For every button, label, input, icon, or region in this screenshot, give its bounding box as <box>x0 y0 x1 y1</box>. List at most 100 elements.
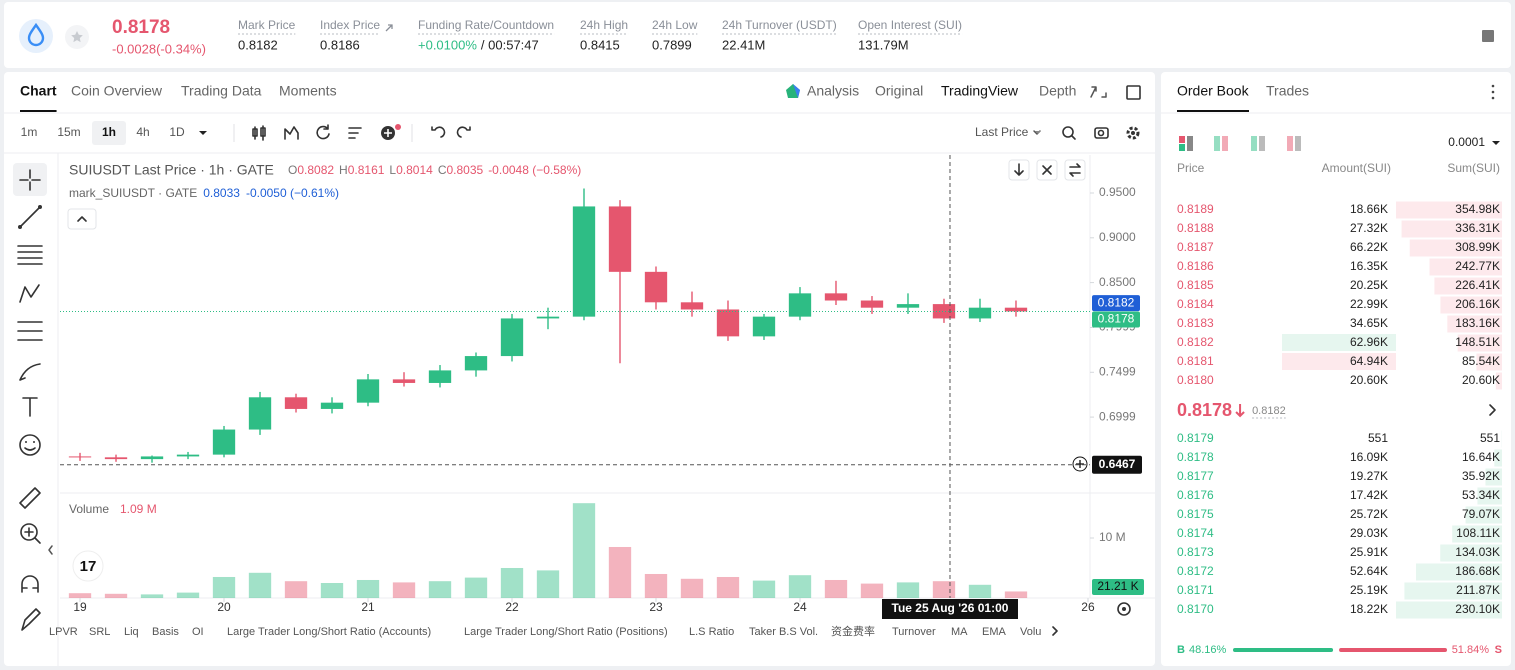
ob-price[interactable]: 0.8182 <box>1177 335 1214 349</box>
interval[interactable]: 4h <box>136 125 149 139</box>
ob-sum: 108.11K <box>1456 526 1500 540</box>
ob-sum: 336.31K <box>1455 221 1500 235</box>
ob-tab[interactable]: Order Book <box>1177 83 1250 99</box>
price-line-label: 0.8178 <box>1098 312 1135 326</box>
view-tab[interactable]: Analysis <box>807 83 859 99</box>
volume-bar <box>608 546 632 598</box>
ob-price[interactable]: 0.8175 <box>1177 507 1214 521</box>
stat-label: Funding Rate/Countdown <box>418 18 554 32</box>
ob-sum: 551 <box>1480 431 1500 445</box>
header-panel <box>4 2 1511 68</box>
ob-price[interactable]: 0.8178 <box>1177 450 1214 464</box>
ob-price[interactable]: 0.8173 <box>1177 545 1214 559</box>
ob-amount: 16.09K <box>1350 450 1388 464</box>
indicator[interactable]: Turnover <box>892 626 936 638</box>
ob-price[interactable]: 0.8184 <box>1177 297 1214 311</box>
last-price: 0.8178 <box>112 17 170 38</box>
ob-sum: 148.51K <box>1455 335 1500 349</box>
volume-bar <box>140 594 164 598</box>
ob-price[interactable]: 0.8172 <box>1177 564 1214 578</box>
indicator[interactable]: OI <box>192 626 204 638</box>
buy-label: B <box>1177 644 1185 656</box>
ob-price[interactable]: 0.8189 <box>1177 202 1214 216</box>
indicator[interactable]: LPVR <box>49 626 78 638</box>
candle-body <box>68 456 92 458</box>
view-tab[interactable]: Depth <box>1039 83 1076 99</box>
stat-extra: / 00:57:47 <box>481 37 539 52</box>
ob-sum: 20.60K <box>1462 373 1500 387</box>
row-highlight <box>1282 353 1396 370</box>
interval[interactable]: 1m <box>21 125 38 139</box>
interval[interactable]: 1D <box>169 125 185 139</box>
candle-body <box>104 457 128 460</box>
dropdown-caret <box>1035 131 1041 134</box>
indicator[interactable]: MA <box>951 626 968 638</box>
ohlc-key: C <box>438 163 447 177</box>
ob-price[interactable]: 0.8170 <box>1177 602 1214 616</box>
ob-price[interactable]: 0.8183 <box>1177 316 1214 330</box>
candle-body <box>752 316 776 337</box>
candle-body <box>392 379 416 383</box>
indicator[interactable]: Basis <box>152 626 179 638</box>
interval[interactable]: 15m <box>57 125 80 139</box>
chart-tab[interactable]: Coin Overview <box>71 83 163 99</box>
volume-bar <box>824 579 848 598</box>
ob-amount: 25.72K <box>1350 507 1388 521</box>
view-tab[interactable]: TradingView <box>941 83 1019 99</box>
chart-tab[interactable]: Moments <box>279 83 337 99</box>
ob-precision[interactable]: 0.0001 <box>1448 135 1485 149</box>
indicator[interactable]: Taker B.S Vol. <box>749 626 818 638</box>
ob-price[interactable]: 0.8186 <box>1177 259 1214 273</box>
candle-body <box>464 356 488 371</box>
candle-body <box>644 271 668 303</box>
ob-sum: 186.68K <box>1455 564 1500 578</box>
ob-price[interactable]: 0.8171 <box>1177 583 1214 597</box>
volume-tick-label: 10 M <box>1099 530 1126 544</box>
ob-tab[interactable]: Trades <box>1266 83 1309 99</box>
interval[interactable]: 1h <box>102 125 116 139</box>
price-source[interactable]: Last Price <box>975 125 1029 139</box>
ob-price[interactable]: 0.8179 <box>1177 431 1214 445</box>
indicator[interactable]: L.S Ratio <box>689 626 734 638</box>
volume-bar <box>212 576 236 598</box>
ob-price[interactable]: 0.8177 <box>1177 469 1214 483</box>
view-tab[interactable]: Original <box>875 83 923 99</box>
header-icon[interactable] <box>1482 30 1494 42</box>
orderbook-layout-icons[interactable] <box>1179 84 1500 416</box>
y-tick-label: 0.6999 <box>1099 409 1136 423</box>
indicator[interactable]: Liq <box>124 626 139 638</box>
drawing-tools <box>13 163 53 631</box>
indicator[interactable]: Large Trader Long/Short Ratio (Positions… <box>464 626 668 638</box>
stat-value: 0.8182 <box>238 37 278 52</box>
chart-tab[interactable]: Chart <box>20 83 57 99</box>
ob-price[interactable]: 0.8180 <box>1177 373 1214 387</box>
indicator[interactable]: Large Trader Long/Short Ratio (Accounts) <box>227 626 431 638</box>
depth-bar <box>1416 563 1502 581</box>
volume-bar <box>644 573 668 598</box>
indicator[interactable]: 资金费率 <box>831 624 875 638</box>
ob-amount: 34.65K <box>1350 316 1388 330</box>
ob-price[interactable]: 0.8185 <box>1177 278 1214 292</box>
ob-amount: 22.99K <box>1350 297 1388 311</box>
ob-amount: 20.60K <box>1350 373 1388 387</box>
indicator[interactable]: EMA <box>982 626 1007 638</box>
stat-value: 22.41M <box>722 37 765 52</box>
stat-value: 131.79M <box>858 37 909 52</box>
ob-price[interactable]: 0.8176 <box>1177 488 1214 502</box>
ob-price[interactable]: 0.8188 <box>1177 221 1214 235</box>
depth-bar <box>1404 582 1502 600</box>
ob-price[interactable]: 0.8174 <box>1177 526 1214 540</box>
chart-buttons[interactable]: 17 <box>67 159 1131 636</box>
chart-panel <box>4 72 1155 666</box>
indicator[interactable]: Volu <box>1020 626 1041 638</box>
crosshair-price-label: 0.6467 <box>1099 457 1136 471</box>
link-icon <box>385 24 393 32</box>
candle-body <box>140 456 164 460</box>
ob-last-price: 0.8178 <box>1177 400 1232 420</box>
ob-price[interactable]: 0.8187 <box>1177 240 1214 254</box>
candle-body <box>536 316 560 319</box>
chart-tab[interactable]: Trading Data <box>181 83 262 99</box>
indicator[interactable]: SRL <box>89 626 110 638</box>
depth-bar <box>1396 201 1502 219</box>
ob-price[interactable]: 0.8181 <box>1177 354 1214 368</box>
